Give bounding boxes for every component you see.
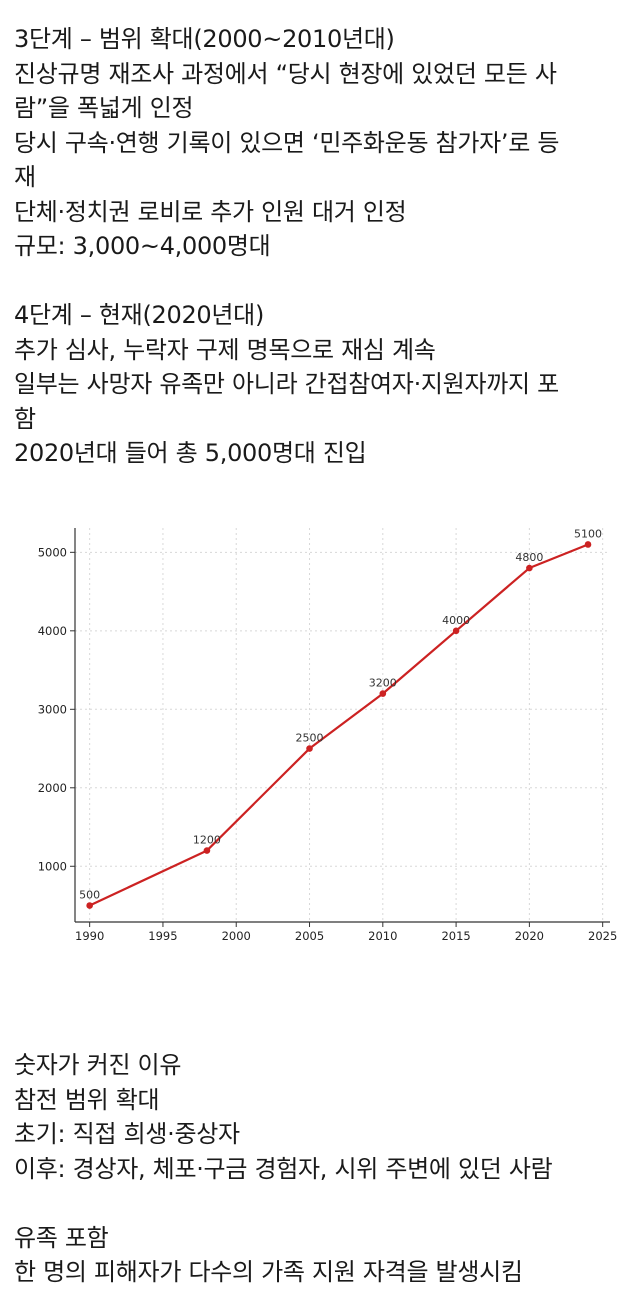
text-line: 일부는 사망자 유족만 아니라 간접참여자·지원자까지 포: [14, 370, 559, 398]
text-line: 유족 포함: [14, 1223, 109, 1252]
blank-line: [14, 1186, 626, 1221]
data-point: [86, 902, 93, 909]
y-tick-label: 3000: [38, 702, 67, 716]
data-label: 2500: [296, 732, 324, 745]
x-tick-label: 2020: [515, 929, 544, 943]
text-line: 초기: 직접 희생·중상자: [14, 1120, 240, 1148]
y-tick-label: 2000: [38, 781, 67, 795]
top-text-block: 3단계 – 범위 확대(2000~2010년대) 진상규명 재조사 과정에서 “당…: [14, 22, 626, 471]
data-point: [203, 847, 211, 854]
data-label: 3200: [369, 677, 397, 690]
data-point: [452, 627, 460, 635]
text-line: 4단계 – 현재(2020년대): [14, 301, 265, 329]
text-line: 추가 심사, 누락자 구제 명목으로 재심 계속: [14, 335, 436, 364]
series-line: [89, 543, 589, 907]
x-tick-label: 2005: [295, 929, 324, 943]
data-label: 1200: [193, 834, 221, 847]
text-line: 3단계 – 범위 확대(2000~2010년대): [14, 25, 395, 53]
data-label: 4800: [515, 551, 543, 564]
x-tick-label: 1990: [75, 929, 104, 943]
x-tick-label: 2025: [588, 929, 617, 943]
data-point: [306, 745, 313, 752]
data-label: 500: [79, 889, 100, 902]
y-tick-label: 4000: [38, 624, 67, 638]
data-point: [584, 541, 592, 548]
text-line: 참전 범위 확대: [14, 1085, 160, 1114]
text-line: 당시 구속·연행 기록이 있으면 ‘민주화운동 참가자’로 등: [14, 128, 560, 157]
chart-axes: 1990 1995 2000 2005 2010 2015 2020 2025 1000 2000…: [38, 528, 617, 943]
text-line: 이후: 경상자, 체포·구금 경험자, 시위 주변에 있던 사람: [14, 1154, 553, 1183]
line-chart: 1990 1995 2000 2005 2010 2015 2020 2025 1000 2000…: [38, 527, 618, 943]
x-tick-label: 2000: [222, 929, 251, 943]
y-tick-label: 1000: [38, 859, 67, 873]
text-line: 규모: 3,000~4,000명대: [14, 232, 271, 260]
data-point: [379, 690, 387, 697]
text-line: 재: [14, 163, 36, 191]
text-line: 한 명의 피해자가 다수의 가족 지원 자격을 발생시킴: [14, 1258, 523, 1286]
x-tick-label: 2015: [441, 929, 470, 943]
data-label: 5100: [574, 527, 602, 540]
text-line: 진상규명 재조사 과정에서 “당시 현장에 있었던 모든 사: [14, 59, 557, 88]
chart-grid: [75, 528, 610, 922]
x-tick-label: 2010: [368, 929, 397, 943]
data-point: [526, 564, 533, 572]
blank-line: [14, 264, 626, 299]
chart-labels: 500 1200 2500 3200 4000 4800 5100: [79, 527, 602, 901]
text-line: 단체·정치권 로비로 추가 인원 대거 인정: [14, 197, 407, 226]
data-label: 4000: [442, 614, 470, 627]
text-line: 람”을 폭넓게 인정: [14, 94, 194, 122]
text-line: 2020년대 들어 총 5,000명대 진입: [14, 439, 367, 467]
y-tick-label: 5000: [38, 545, 67, 559]
chart-series: [86, 541, 592, 909]
text-line: 숫자가 커진 이유: [14, 1051, 182, 1079]
text-line: 함: [14, 404, 36, 433]
x-tick-label: 1995: [148, 929, 177, 943]
